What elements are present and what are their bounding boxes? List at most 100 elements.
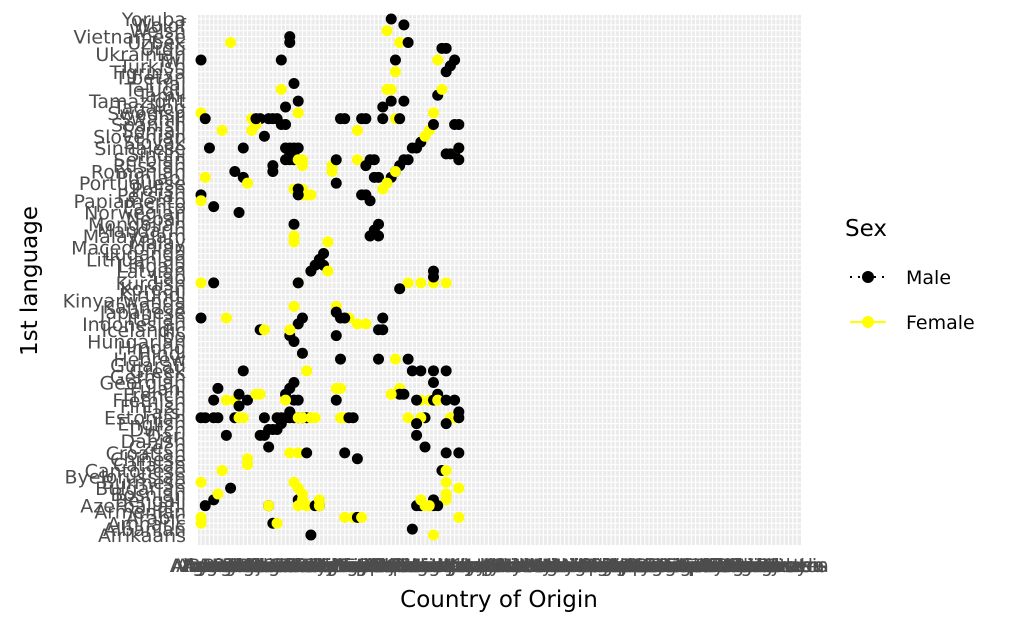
- data-point-male: [199, 412, 211, 424]
- x-tick-label: Jamaica: [450, 555, 526, 577]
- data-point-male: [402, 353, 414, 365]
- x-tick-label: Hong Kong: [390, 555, 493, 577]
- y-tick-label: Thai: [144, 74, 186, 96]
- data-point-male: [330, 154, 342, 166]
- y-tick-label: Telugu: [124, 79, 187, 101]
- x-tick-label: Georgia: [371, 555, 446, 577]
- x-tick-label: Honduras: [392, 555, 483, 577]
- data-point-male: [330, 177, 342, 189]
- x-tick-label: Malawi: [523, 555, 589, 577]
- x-tick-label: Bulgaria: [238, 555, 317, 577]
- data-point-female: [195, 476, 207, 488]
- data-point-female: [385, 388, 397, 400]
- data-point-female: [292, 412, 304, 424]
- x-tick-label: Lebanon: [490, 555, 571, 577]
- x-tick-label: Ivory Coast: [430, 555, 537, 577]
- y-tick-label: Sinhalese: [94, 138, 186, 160]
- data-point-male: [453, 142, 465, 154]
- data-point-male: [258, 130, 270, 142]
- x-tick-label: Burma: [250, 555, 313, 577]
- data-point-male: [237, 365, 249, 377]
- y-tick-label: Kurdish: [116, 273, 186, 295]
- y-tick-label: Czech: [129, 437, 186, 459]
- y-tick-label: Arabic: [126, 507, 186, 529]
- y-tick-label: Dutch: [129, 419, 186, 441]
- data-point-female: [254, 388, 266, 400]
- x-tick-label: Somalia: [658, 555, 734, 577]
- data-point-male: [212, 412, 224, 424]
- y-tick-label: Romanian: [91, 161, 186, 183]
- x-tick-label: Hungary: [406, 555, 487, 577]
- x-tick-label: Turkey: [719, 555, 782, 577]
- data-point-male: [427, 265, 439, 277]
- data-point-female: [216, 124, 228, 136]
- x-tick-label: Norway: [579, 555, 651, 577]
- x-tick-label: Zambia: [757, 555, 829, 577]
- data-point-male: [292, 277, 304, 289]
- y-tick-label: Hindi: [137, 343, 186, 365]
- y-tick-label: Somali: [122, 120, 186, 142]
- data-point-male: [440, 365, 452, 377]
- x-tick-label: Nepal: [562, 555, 617, 577]
- x-tick-label: Bahrain: [202, 555, 276, 577]
- x-tick-label: Portugal: [601, 555, 680, 577]
- data-point-female: [432, 394, 444, 406]
- data-point-female: [195, 277, 207, 289]
- data-point-female: [330, 382, 342, 394]
- x-axis-title: Country of Origin: [400, 587, 598, 613]
- x-tick-label: Kazakhstan: [446, 555, 555, 577]
- data-point-male: [398, 95, 410, 107]
- x-tick-label: Wales: [756, 555, 812, 577]
- data-point-female: [241, 453, 253, 465]
- y-tick-label: Swahili: [119, 109, 186, 131]
- data-point-male: [263, 441, 275, 453]
- y-tick-label: Slovenian: [93, 126, 186, 148]
- data-point-female: [351, 318, 363, 330]
- data-point-male: [296, 347, 308, 359]
- y-tick-label: Urdu: [141, 38, 187, 60]
- data-point-female: [288, 300, 300, 312]
- data-point-male: [305, 529, 317, 541]
- data-point-female: [389, 165, 401, 177]
- data-point-female: [326, 165, 338, 177]
- x-tick-label: Sri Lanka: [664, 555, 752, 577]
- x-tick-label: Angola: [181, 555, 247, 577]
- data-point-female: [305, 189, 317, 201]
- y-tick-label: Turkish: [118, 56, 186, 78]
- data-point-male: [301, 447, 313, 459]
- data-point-female: [271, 517, 283, 529]
- x-tick-label: Russia: [623, 555, 684, 577]
- y-tick-label: Danish: [120, 431, 186, 453]
- x-tick-label: Slovenia: [651, 555, 732, 577]
- x-tick-label: Gambia: [367, 555, 441, 577]
- data-point-male: [415, 365, 427, 377]
- y-tick-label: Norwegian: [84, 203, 186, 225]
- x-tick-label: Morocco: [542, 555, 622, 577]
- y-tick-label: Luganda: [104, 244, 186, 266]
- data-point-male: [377, 312, 389, 324]
- data-point-female: [402, 412, 414, 424]
- y-tick-label: Latvian: [116, 261, 186, 283]
- y-tick-label: Tigrinya: [109, 62, 186, 84]
- data-point-male: [233, 207, 245, 218]
- data-point-female: [309, 412, 321, 424]
- y-tick-label: Hungarian: [87, 332, 186, 354]
- data-point-female: [440, 465, 452, 476]
- x-tick-label: Peru: [607, 555, 649, 577]
- x-tick-label: Saudi Arabia: [601, 555, 722, 577]
- x-tick-label: Algeria: [176, 555, 243, 577]
- x-tick-label: Gabon: [369, 555, 431, 577]
- x-tick-label: Greece: [387, 555, 455, 577]
- data-point-male: [199, 500, 211, 512]
- data-point-male: [377, 101, 389, 113]
- data-point-female: [339, 511, 351, 523]
- data-point-male: [275, 54, 287, 66]
- y-tick-label: Spanish: [111, 115, 186, 137]
- x-tick-label: Jordan: [466, 555, 527, 577]
- x-tick-label: Ecuador: [319, 555, 397, 577]
- y-tick-label: Bosnian: [110, 484, 186, 506]
- y-tick-label: Persian: [117, 185, 186, 207]
- data-point-female: [263, 500, 275, 512]
- data-point-male: [377, 113, 389, 125]
- y-tick-label: Sindhi: [127, 144, 186, 166]
